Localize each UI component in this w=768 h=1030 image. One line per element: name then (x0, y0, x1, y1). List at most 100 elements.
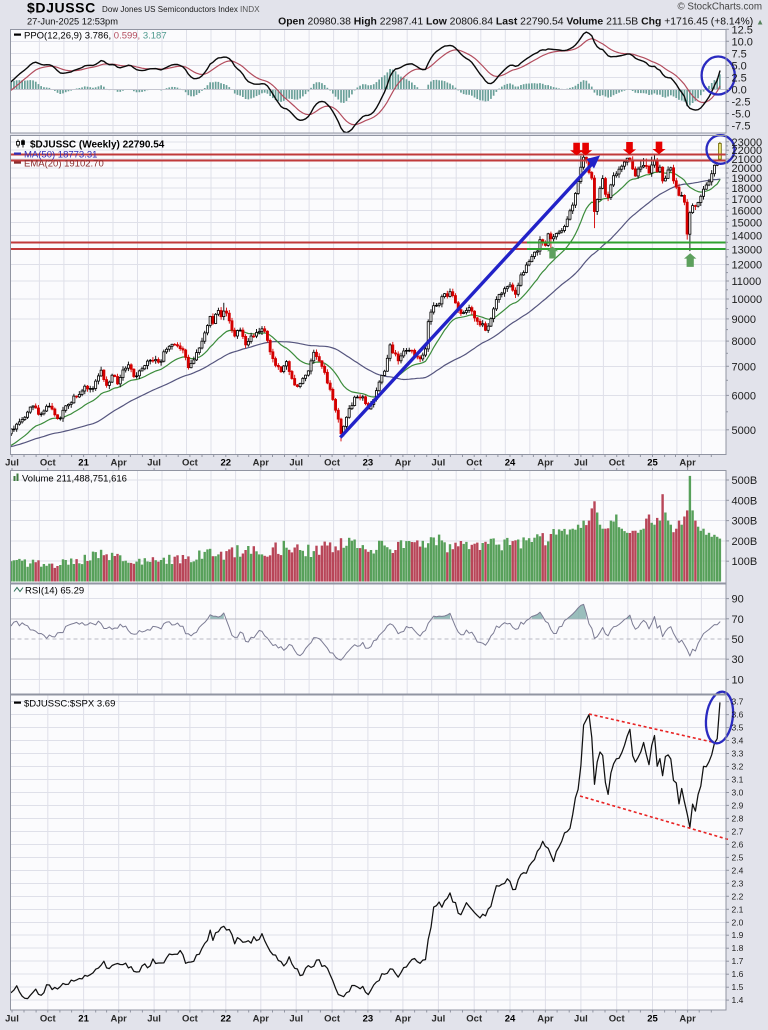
svg-text:3.6: 3.6 (732, 710, 744, 720)
svg-text:3.5: 3.5 (732, 723, 744, 733)
svg-text:1.6: 1.6 (732, 969, 744, 979)
svg-text:24: 24 (505, 458, 516, 469)
svg-text:Dow Jones US Semiconductors In: Dow Jones US Semiconductors Index (102, 5, 238, 14)
svg-text:Jul: Jul (147, 1014, 161, 1025)
svg-text:Apr: Apr (679, 1014, 696, 1025)
svg-text:2.4: 2.4 (732, 865, 744, 875)
svg-text:21000: 21000 (732, 154, 763, 166)
svg-text:Jul: Jul (5, 1014, 19, 1025)
svg-text:20000: 20000 (732, 163, 763, 175)
svg-text:-7.5: -7.5 (732, 121, 751, 133)
svg-text:1.9: 1.9 (732, 930, 744, 940)
svg-text:Jul: Jul (432, 458, 446, 469)
svg-text:500B: 500B (732, 475, 758, 487)
svg-text:3.4: 3.4 (732, 736, 744, 746)
svg-text:Oct: Oct (40, 1014, 57, 1025)
svg-text:300B: 300B (732, 516, 758, 528)
svg-text:2.5: 2.5 (732, 852, 744, 862)
svg-text:Jul: Jul (432, 1014, 446, 1025)
svg-text:2.3: 2.3 (732, 878, 744, 888)
svg-text:3.3: 3.3 (732, 749, 744, 759)
svg-text:2.0: 2.0 (732, 917, 744, 927)
svg-text:6000: 6000 (732, 390, 756, 402)
svg-text:Apr: Apr (679, 458, 696, 469)
svg-text:© StockCharts.com: © StockCharts.com (677, 2, 762, 13)
svg-text:9000: 9000 (732, 314, 756, 326)
svg-text:8000: 8000 (732, 336, 756, 348)
svg-text:21: 21 (78, 1014, 89, 1025)
svg-text:17000: 17000 (732, 194, 763, 206)
svg-text:Jul: Jul (574, 458, 588, 469)
svg-text:Apr: Apr (111, 458, 128, 469)
svg-text:12.5: 12.5 (732, 24, 753, 36)
svg-text:200B: 200B (732, 536, 758, 548)
svg-text:PPO(12,26,9) 3.786, 0.599, 3.1: PPO(12,26,9) 3.786, 0.599, 3.187 (24, 31, 167, 42)
svg-text:INDX: INDX (240, 5, 260, 14)
svg-text:Apr: Apr (537, 1014, 554, 1025)
svg-text:1.5: 1.5 (732, 982, 744, 992)
svg-text:100B: 100B (732, 556, 758, 568)
svg-text:Apr: Apr (395, 458, 412, 469)
svg-text:5000: 5000 (732, 425, 756, 437)
svg-text:18000: 18000 (732, 183, 763, 195)
svg-text:23: 23 (363, 458, 374, 469)
svg-text:Oct: Oct (466, 458, 483, 469)
svg-text:15000: 15000 (732, 218, 763, 230)
svg-text:16000: 16000 (732, 205, 763, 217)
svg-text:Jul: Jul (289, 458, 303, 469)
svg-text:90: 90 (732, 594, 744, 606)
svg-text:2.5: 2.5 (732, 73, 747, 85)
svg-text:RSI(14) 65.29: RSI(14) 65.29 (25, 586, 84, 597)
svg-text:Jul: Jul (147, 458, 161, 469)
svg-text:10: 10 (732, 674, 744, 686)
svg-text:25: 25 (647, 1014, 658, 1025)
svg-text:70: 70 (732, 614, 744, 626)
svg-text:12000: 12000 (732, 260, 763, 272)
svg-text:19000: 19000 (732, 173, 763, 185)
svg-text:23: 23 (363, 1014, 374, 1025)
svg-text:$DJUSSC (Weekly) 22790.54: $DJUSSC (Weekly) 22790.54 (30, 140, 165, 151)
svg-text:24: 24 (505, 1014, 516, 1025)
svg-text:2.1: 2.1 (732, 904, 744, 914)
svg-text:25: 25 (647, 458, 658, 469)
svg-text:Oct: Oct (609, 1014, 626, 1025)
svg-text:21: 21 (78, 458, 89, 469)
svg-text:Oct: Oct (182, 1014, 199, 1025)
svg-text:23000: 23000 (732, 137, 763, 149)
svg-text:MA(50) 18773.31: MA(50) 18773.31 (24, 150, 97, 161)
svg-text:27-Jun-2025 12:53pm: 27-Jun-2025 12:53pm (27, 17, 118, 27)
svg-text:Jul: Jul (574, 1014, 588, 1025)
svg-text:22000: 22000 (732, 145, 763, 157)
svg-text:$DJUSSC:$SPX 3.69: $DJUSSC:$SPX 3.69 (24, 699, 115, 710)
svg-text:Volume 211,488,751,616: Volume 211,488,751,616 (22, 474, 127, 485)
svg-text:3.0: 3.0 (732, 788, 744, 798)
svg-text:EMA(20) 19102.70: EMA(20) 19102.70 (24, 159, 104, 170)
svg-text:Apr: Apr (253, 1014, 270, 1025)
svg-text:2.8: 2.8 (732, 813, 744, 823)
svg-text:10000: 10000 (732, 294, 763, 306)
svg-text:Oct: Oct (182, 458, 199, 469)
svg-text:30: 30 (732, 654, 744, 666)
svg-text:0.0: 0.0 (732, 85, 747, 97)
svg-text:$DJUSSC: $DJUSSC (27, 0, 96, 16)
svg-text:Apr: Apr (111, 1014, 128, 1025)
svg-text:7000: 7000 (732, 361, 756, 373)
svg-text:Apr: Apr (253, 458, 270, 469)
svg-text:2.6: 2.6 (732, 839, 744, 849)
svg-text:22: 22 (221, 1014, 232, 1025)
svg-text:2.7: 2.7 (732, 826, 744, 836)
svg-text:Jul: Jul (5, 458, 19, 469)
svg-text:Oct: Oct (40, 458, 57, 469)
svg-text:Open 20980.38 High 22987.41 Lo: Open 20980.38 High 22987.41 Low 20806.84… (278, 17, 764, 28)
svg-text:11000: 11000 (732, 276, 762, 288)
svg-text:3.7: 3.7 (732, 697, 744, 707)
svg-text:13000: 13000 (732, 245, 763, 257)
svg-text:-5.0: -5.0 (732, 109, 751, 121)
svg-text:1.4: 1.4 (732, 995, 744, 1005)
svg-text:Apr: Apr (537, 458, 554, 469)
svg-text:1.7: 1.7 (732, 956, 744, 966)
svg-text:7.5: 7.5 (732, 48, 747, 60)
svg-text:-2.5: -2.5 (732, 97, 751, 109)
svg-text:2.9: 2.9 (732, 800, 744, 810)
svg-text:22: 22 (221, 458, 232, 469)
